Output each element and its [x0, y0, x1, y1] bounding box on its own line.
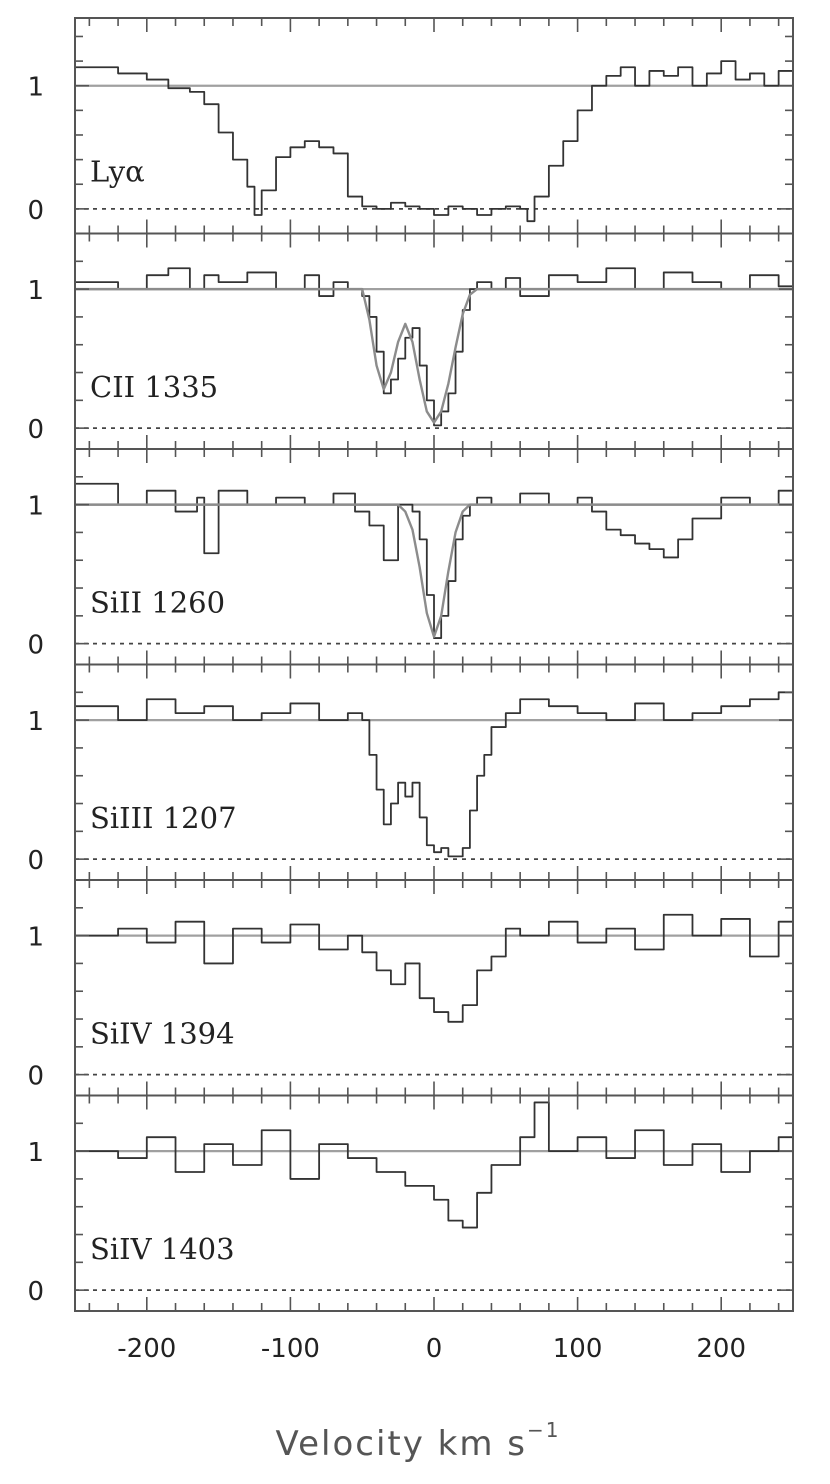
fit-curve: [75, 503, 793, 638]
ion-label: Lyα: [90, 155, 145, 189]
spectrum-series: [75, 60, 793, 223]
y-tick-label: 1: [27, 276, 44, 306]
panel-data: [75, 691, 793, 858]
panel-4: 0 1 SiIII 1207: [27, 663, 794, 881]
x-axis-title-superscript: −1: [527, 1418, 560, 1442]
spectrum-series: [75, 482, 793, 639]
spectrum-series: [75, 267, 793, 427]
y-tick-label: 1: [27, 73, 44, 103]
ion-label: CII 1335: [90, 370, 218, 404]
y-tick-label: 0: [27, 415, 44, 445]
spectrum-series: [75, 1101, 793, 1229]
panel-data: [75, 913, 793, 1023]
panel-data: [75, 267, 793, 427]
y-tick-label: 0: [27, 1277, 44, 1307]
panel-frame: [74, 1094, 794, 1312]
panel-5: 0 1 SiIV 1394: [27, 879, 794, 1097]
x-tick-label: 0: [426, 1334, 443, 1364]
x-tick-label: -200: [117, 1334, 176, 1364]
x-axis-title: Velocity km s−1: [276, 1418, 561, 1464]
ion-label: SiIII 1207: [90, 801, 237, 835]
y-tick-label: 1: [27, 1138, 44, 1168]
y-tick-label: 0: [27, 631, 44, 661]
x-axis: -200 -100 0 100 200: [117, 1334, 746, 1364]
panel-6: 0 1 SiIV 1403: [27, 1094, 794, 1312]
y-tick-label: 1: [27, 707, 44, 737]
ion-label: SiII 1260: [90, 586, 225, 620]
panel-data: [75, 60, 793, 223]
panel-data: [75, 1101, 793, 1229]
spectrum-series: [75, 913, 793, 1023]
y-tick-label: 0: [27, 196, 44, 226]
ion-label: SiIV 1403: [90, 1232, 235, 1266]
x-tick-label: 200: [696, 1334, 746, 1364]
panels-group: 0 1 Lyα 0 1 CII 1335 0 1 SiII 1260 0 1 SiIII 1207 0 1…: [27, 17, 794, 1312]
y-tick-label: 0: [27, 846, 44, 876]
x-tick-label: -100: [261, 1334, 320, 1364]
panel-2: 0 1 CII 1335: [27, 232, 794, 450]
spectrum-series: [75, 691, 793, 858]
x-tick-label: 100: [553, 1334, 603, 1364]
panel-1: 0 1 Lyα: [27, 17, 794, 235]
panel-data: [75, 482, 793, 639]
y-tick-label: 1: [27, 923, 44, 953]
y-tick-label: 1: [27, 492, 44, 522]
x-axis-title-text: Velocity km s: [276, 1424, 528, 1464]
ion-label: SiIV 1394: [90, 1017, 235, 1051]
panel-frame: [74, 879, 794, 1097]
y-tick-label: 0: [27, 1062, 44, 1092]
panel-frame: [74, 17, 794, 235]
panel-3: 0 1 SiII 1260: [27, 448, 794, 666]
fit-curve: [75, 287, 793, 424]
